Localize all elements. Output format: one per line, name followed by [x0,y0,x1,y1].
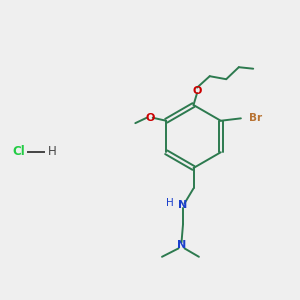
Text: H: H [48,145,57,158]
Text: Br: Br [249,113,262,123]
Text: N: N [177,240,186,250]
Text: O: O [192,85,202,96]
Text: Cl: Cl [13,145,26,158]
Text: H: H [166,197,174,208]
Text: N: N [178,200,188,210]
Text: O: O [145,113,154,123]
